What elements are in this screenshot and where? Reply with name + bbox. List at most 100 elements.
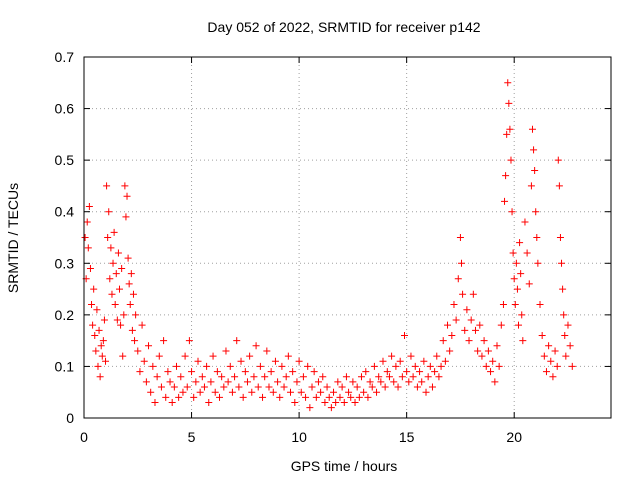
data-point	[226, 362, 234, 370]
data-point	[243, 378, 251, 386]
plot-frame	[83, 56, 612, 419]
data-point	[564, 321, 572, 329]
data-point	[88, 301, 96, 309]
data-point	[433, 352, 441, 360]
data-point	[241, 368, 249, 376]
data-point	[291, 399, 299, 407]
data-point	[256, 362, 264, 370]
data-point	[111, 301, 119, 309]
data-point	[222, 347, 230, 355]
data-point	[392, 362, 400, 370]
data-point	[284, 352, 292, 360]
data-point	[112, 270, 120, 278]
data-point	[458, 259, 466, 267]
data-point	[444, 321, 452, 329]
data-point	[286, 388, 294, 396]
data-point	[532, 208, 540, 216]
data-point	[533, 234, 541, 241]
data-point	[426, 362, 434, 370]
data-point	[183, 383, 191, 391]
data-point	[349, 378, 357, 386]
data-point	[304, 362, 312, 370]
data-point	[493, 342, 501, 350]
data-point	[554, 156, 562, 164]
data-point	[86, 264, 94, 272]
data-point	[531, 166, 539, 174]
data-point	[93, 306, 101, 314]
x-tick-label: 5	[188, 429, 196, 445]
x-tick-label: 0	[80, 429, 88, 445]
data-point	[398, 373, 406, 381]
data-point	[289, 368, 297, 376]
data-point	[368, 383, 376, 391]
data-point	[274, 378, 282, 386]
data-point	[181, 352, 189, 360]
data-point	[308, 383, 316, 391]
data-point	[312, 393, 320, 401]
data-point	[125, 280, 133, 288]
data-point	[149, 362, 157, 370]
data-point	[246, 352, 254, 360]
data-point	[491, 378, 499, 386]
data-point	[192, 378, 200, 386]
data-point	[162, 393, 170, 401]
y-tick-label: 0.7	[55, 49, 75, 65]
data-point	[95, 326, 103, 334]
data-point	[330, 388, 338, 396]
data-point	[220, 383, 228, 391]
data-point	[355, 393, 363, 401]
data-point	[549, 373, 557, 381]
data-point	[123, 192, 131, 200]
data-point	[209, 352, 217, 360]
data-point	[530, 146, 538, 154]
data-point	[340, 399, 348, 407]
data-point	[185, 337, 193, 345]
data-point	[280, 383, 288, 391]
data-point	[175, 393, 183, 401]
data-point	[140, 357, 148, 365]
data-point	[461, 326, 469, 334]
data-point	[499, 301, 507, 309]
data-point	[507, 156, 515, 164]
data-point	[357, 373, 365, 381]
data-point	[233, 337, 241, 345]
data-point	[388, 352, 396, 360]
data-point	[413, 383, 421, 391]
data-point	[366, 378, 374, 386]
data-point	[267, 368, 275, 376]
data-point	[463, 306, 471, 314]
data-point	[142, 378, 150, 386]
data-point	[509, 249, 517, 257]
data-point	[110, 228, 118, 236]
data-point	[437, 362, 445, 370]
data-point	[476, 321, 484, 329]
data-point	[124, 254, 132, 262]
data-point	[96, 373, 104, 381]
data-point	[194, 357, 202, 365]
data-point	[100, 316, 108, 324]
data-point	[83, 218, 91, 226]
data-point	[129, 290, 137, 298]
data-point	[213, 368, 221, 376]
data-point	[91, 331, 99, 339]
y-tick-label: 0.1	[55, 358, 75, 374]
data-point	[237, 357, 245, 365]
data-point	[314, 378, 322, 386]
data-point	[411, 362, 419, 370]
data-point	[84, 244, 92, 252]
data-point	[471, 326, 479, 334]
y-tick-label: 0.6	[55, 101, 75, 117]
data-point	[107, 244, 115, 252]
data-point	[106, 275, 114, 283]
data-point	[166, 378, 174, 386]
data-point	[431, 368, 439, 376]
x-tick-label: 15	[399, 429, 415, 445]
data-point	[515, 321, 523, 329]
data-point	[364, 393, 372, 401]
data-point	[94, 362, 102, 370]
data-point	[403, 368, 411, 376]
data-point	[390, 378, 398, 386]
data-point	[345, 388, 353, 396]
data-point	[542, 368, 550, 376]
